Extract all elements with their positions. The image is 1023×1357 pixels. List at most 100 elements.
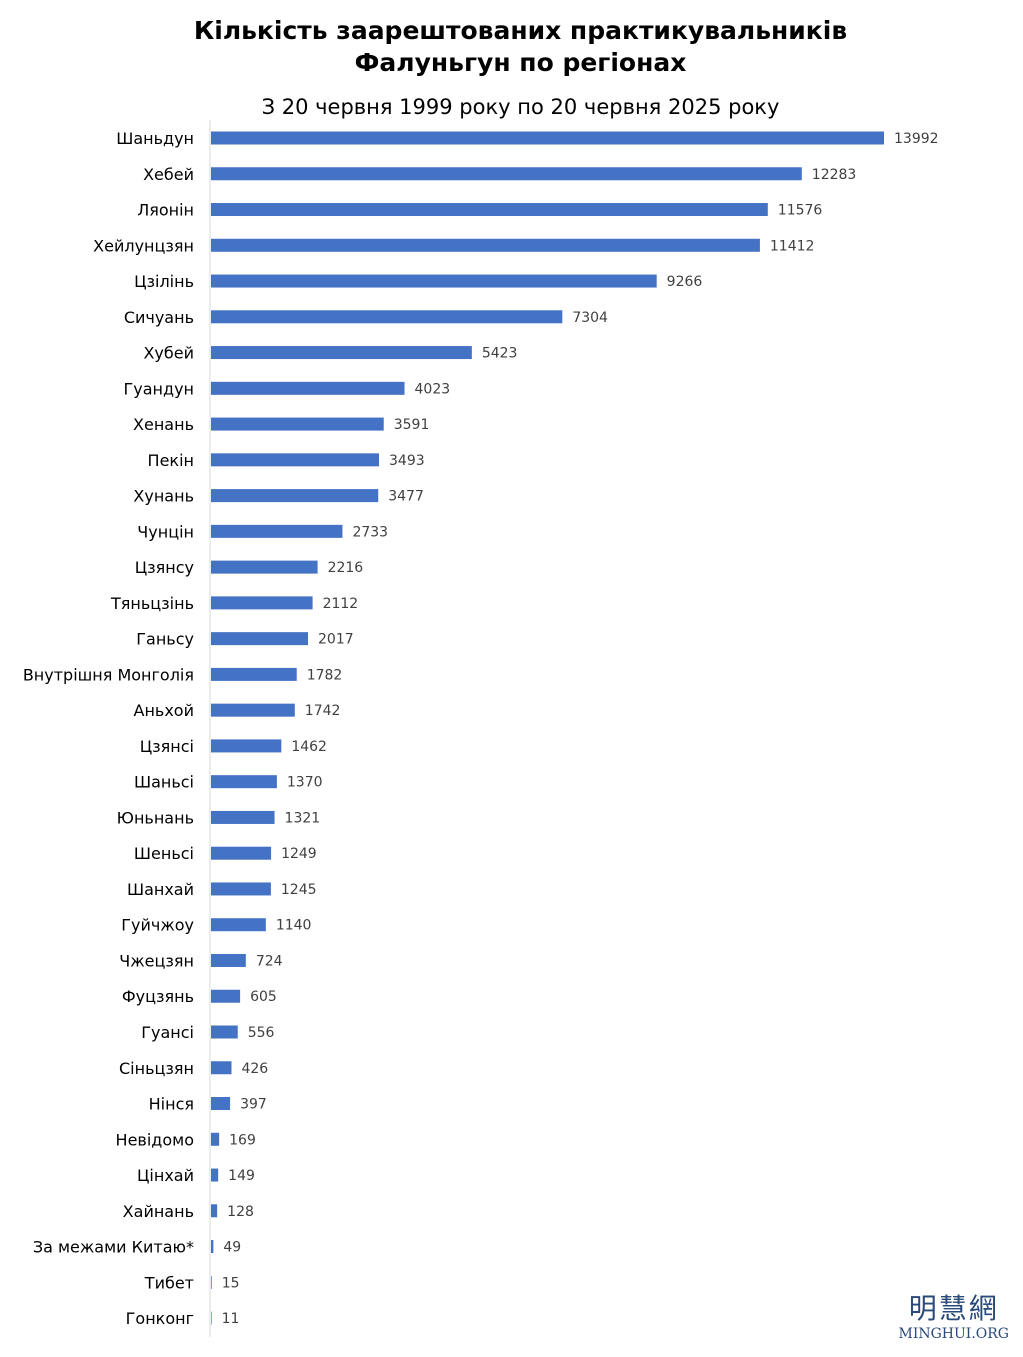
category-label: Ганьсу — [136, 630, 194, 649]
category-label: Цзянсу — [135, 558, 194, 577]
bar — [211, 882, 271, 896]
bar — [211, 703, 295, 717]
data-label: 605 — [250, 989, 277, 1005]
bar — [211, 953, 246, 967]
data-label: 2216 — [328, 560, 364, 576]
bar — [211, 1097, 231, 1111]
minghui-logo: 明慧網 MINGHUI.ORG — [899, 1293, 1010, 1343]
bar — [211, 918, 266, 932]
bar — [211, 453, 380, 467]
data-label: 426 — [241, 1061, 268, 1077]
bar — [211, 667, 297, 681]
data-label: 11576 — [778, 203, 823, 219]
data-label: 1321 — [285, 810, 321, 826]
category-label: Чжецзян — [119, 951, 194, 970]
bars-group: Шаньдун 13992 Хебей 12283 Ляонін 11576 Хейлунц… — [23, 129, 939, 1328]
data-label: 15 — [222, 1275, 240, 1291]
data-label: 3493 — [389, 453, 425, 469]
bar — [211, 346, 472, 360]
data-label: 12283 — [812, 167, 857, 183]
category-label: Хейлунцзян — [93, 236, 194, 255]
category-label: Хунань — [133, 487, 194, 506]
logo-english-text: MINGHUI.ORG — [898, 1326, 1010, 1342]
data-label: 1245 — [281, 882, 317, 898]
chart-title-line-1: Кількість заарештованих практикувальникі… — [193, 16, 848, 45]
bar — [211, 775, 277, 789]
bar — [211, 131, 884, 145]
data-label: 2733 — [352, 524, 388, 540]
category-label: Нінся — [149, 1095, 194, 1114]
bar — [211, 1204, 218, 1218]
chart-title: Кількість заарештованих практикувальникі… — [0, 15, 1023, 79]
data-label: 1462 — [291, 739, 327, 755]
bar — [211, 1275, 212, 1289]
category-label: Шеньсі — [134, 844, 194, 863]
category-label: Сичуань — [124, 308, 194, 327]
category-label: Гуйчжоу — [121, 916, 194, 935]
data-label: 3477 — [388, 489, 424, 505]
category-label: Шанхай — [127, 880, 194, 899]
bar — [211, 417, 384, 431]
chart-title-line-2: Фалуньгун по регіонах — [354, 48, 687, 77]
data-label: 1742 — [305, 703, 341, 719]
bar — [211, 596, 313, 610]
bar — [211, 1240, 214, 1254]
logo-chinese-text: 明慧網 — [908, 1292, 999, 1325]
data-label: 3591 — [394, 417, 430, 433]
category-label: Шаньдун — [116, 129, 194, 148]
bar — [211, 1025, 238, 1039]
category-label: Гонконг — [126, 1309, 194, 1328]
bar — [211, 1132, 220, 1146]
bar — [211, 1061, 232, 1075]
category-label: Цінхай — [137, 1166, 194, 1185]
category-label: Хубей — [143, 344, 194, 363]
bar — [211, 810, 275, 824]
category-label: Аньхой — [134, 701, 195, 720]
bar — [211, 989, 241, 1003]
bar — [211, 739, 282, 753]
data-label: 397 — [240, 1097, 267, 1113]
bar — [211, 524, 343, 538]
category-label: Фуцзянь — [122, 987, 194, 1006]
bar — [211, 846, 272, 860]
data-label: 7304 — [572, 310, 608, 326]
data-label: 1782 — [307, 667, 343, 683]
bar — [211, 238, 760, 252]
data-label: 4023 — [415, 381, 451, 397]
bar — [211, 1311, 212, 1325]
category-label: Цзілінь — [134, 272, 194, 291]
data-label: 11412 — [770, 238, 815, 254]
category-label: Тибет — [144, 1273, 194, 1292]
data-label: 2112 — [323, 596, 359, 612]
data-label: 149 — [228, 1168, 255, 1184]
category-label: Ляонін — [137, 201, 194, 220]
data-label: 13992 — [894, 131, 939, 147]
category-label: Хенань — [133, 415, 194, 434]
data-label: 128 — [227, 1204, 254, 1220]
category-label: За межами Китаю* — [33, 1238, 194, 1257]
category-label: Хебей — [143, 165, 194, 184]
category-label: Цзянсі — [140, 737, 194, 756]
data-label: 5423 — [482, 346, 518, 362]
data-label: 1140 — [276, 918, 312, 934]
data-label: 724 — [256, 953, 283, 969]
bar — [211, 203, 768, 217]
category-label: Гуансі — [141, 1023, 194, 1042]
chart-subtitle: З 20 червня 1999 року по 20 червня 2025 … — [261, 95, 780, 119]
bar — [211, 274, 657, 288]
bar — [211, 381, 405, 395]
category-label: Гуандун — [124, 379, 194, 398]
data-label: 1249 — [281, 846, 317, 862]
data-label: 556 — [248, 1025, 275, 1041]
category-label: Хайнань — [123, 1202, 194, 1221]
data-label: 49 — [223, 1240, 241, 1256]
category-label: Пекін — [148, 451, 194, 470]
data-label: 169 — [229, 1132, 256, 1148]
category-label: Чунцін — [137, 522, 194, 541]
data-label: 1370 — [287, 775, 323, 791]
bar — [211, 489, 379, 503]
category-label: Тяньцзінь — [110, 594, 194, 613]
bar — [211, 560, 318, 574]
category-label: Невідомо — [116, 1130, 194, 1149]
